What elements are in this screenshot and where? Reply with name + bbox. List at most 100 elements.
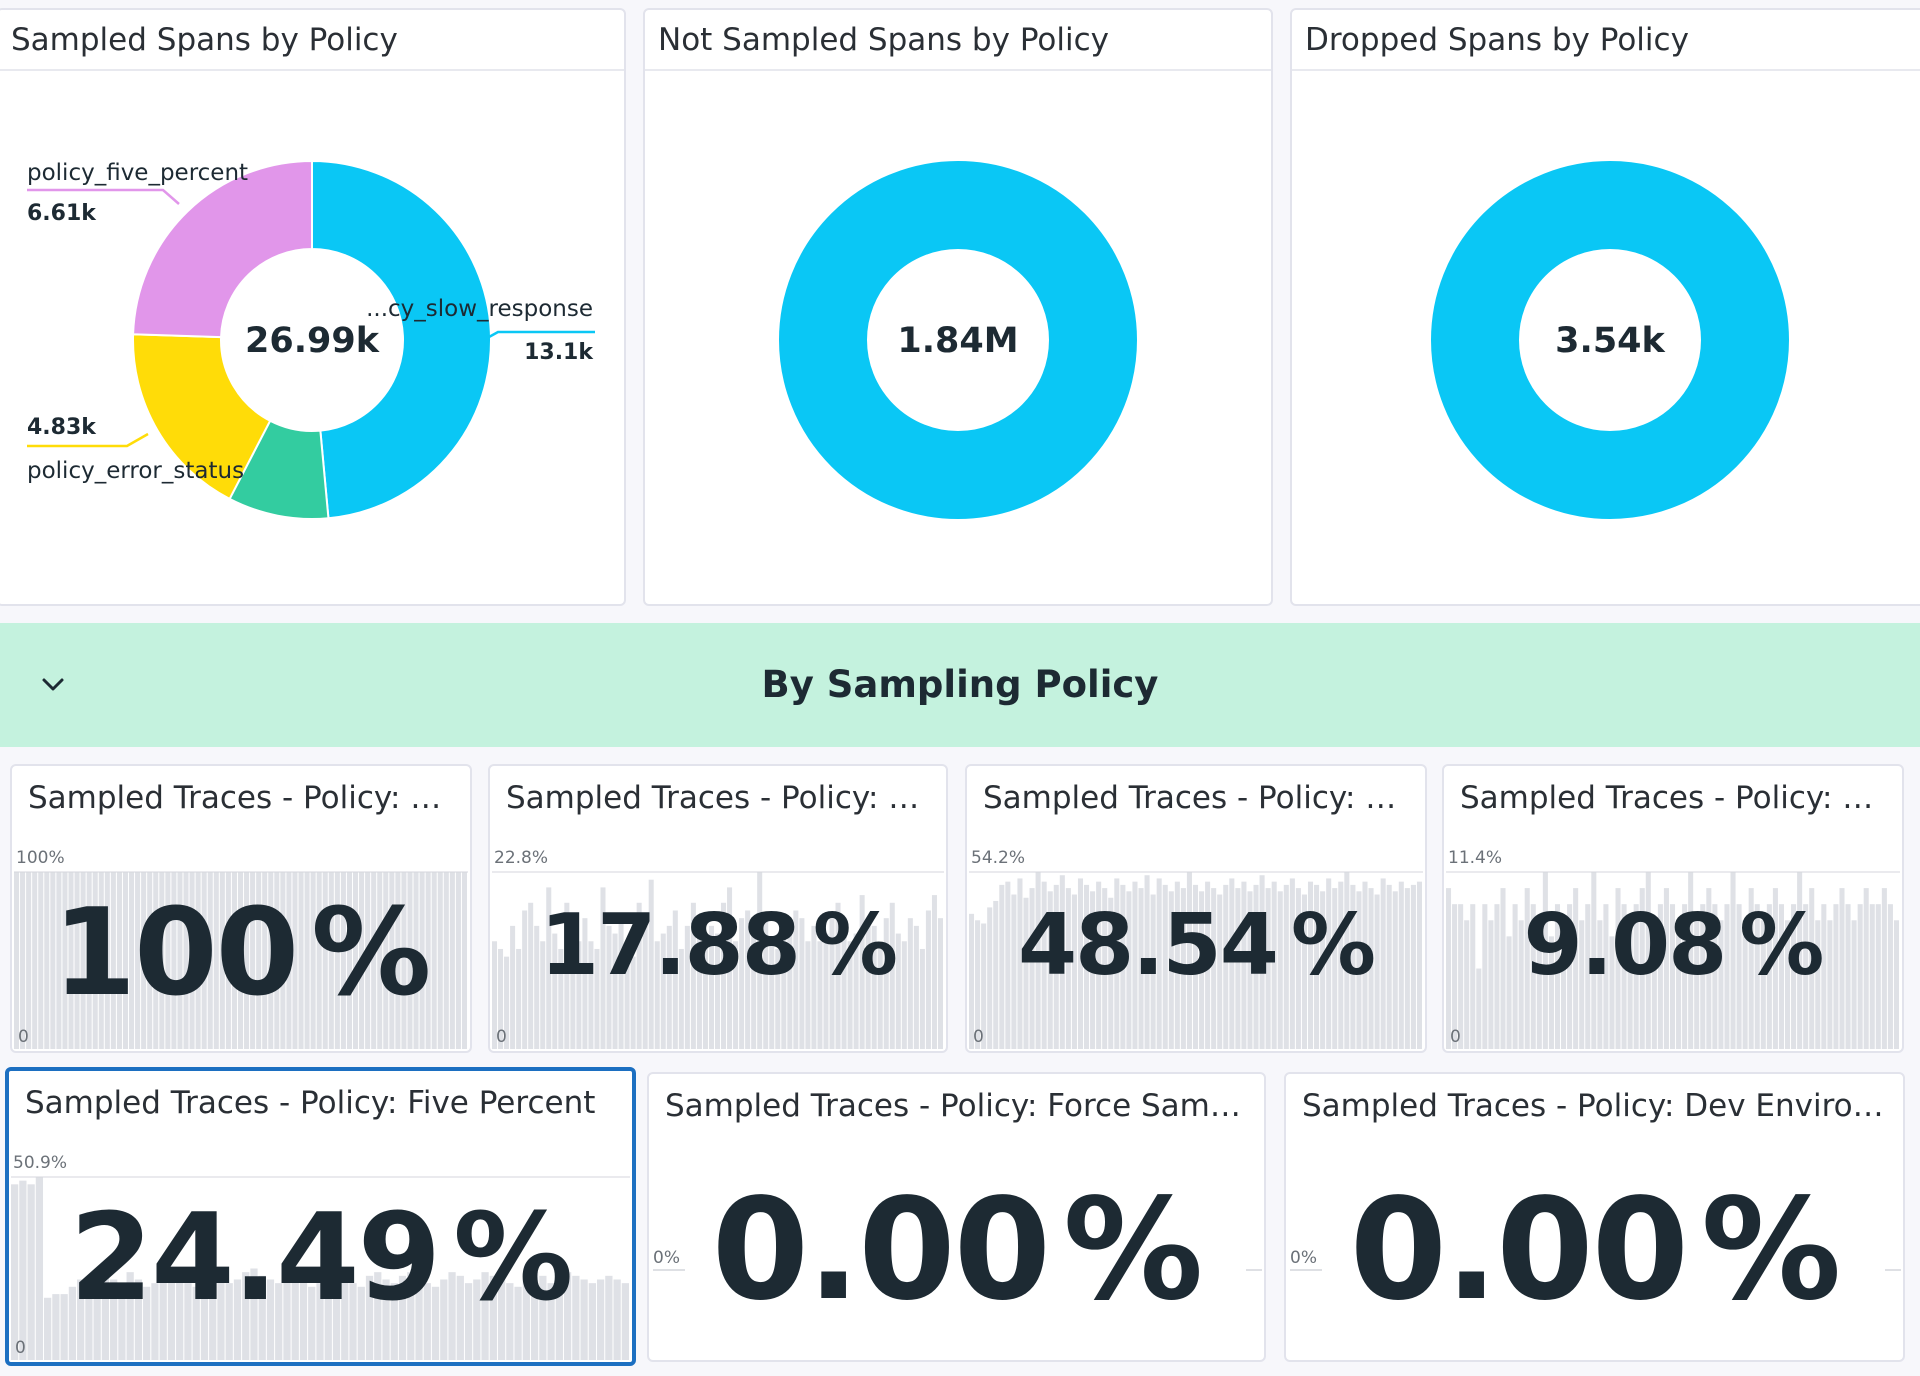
sparkline-bar	[1494, 904, 1500, 1049]
sparkline-bar	[256, 872, 262, 1049]
sparkline-bar	[176, 1279, 184, 1360]
sparkline-bar	[44, 1297, 52, 1360]
sparkline-bar	[1096, 881, 1102, 1049]
sparkline-bar	[981, 923, 987, 1049]
query-value-tile[interactable]: Sampled Traces - Policy: Slo... 54.2% 0 48.…	[965, 764, 1427, 1053]
sparkline-bar	[1114, 878, 1120, 1049]
sparkline-bar	[233, 1279, 242, 1360]
sparkline-bar	[1217, 894, 1223, 1049]
tile-unit: %	[1290, 896, 1376, 995]
sparkline-bar	[242, 1272, 250, 1360]
sparkline-bar	[134, 1279, 143, 1360]
sparkline-bar	[1742, 920, 1748, 1049]
sparkline-bar	[605, 1275, 613, 1360]
sparkline-bar	[510, 925, 516, 1049]
sparkline-bar	[1205, 881, 1211, 1049]
sparkline-bar	[332, 1272, 341, 1360]
sparkline-bar	[769, 941, 775, 1049]
sparkline-bar	[745, 910, 751, 1049]
sparkline-bar	[80, 872, 86, 1049]
axis-max-label: 22.8%	[494, 848, 549, 868]
sparkline-bar	[654, 941, 660, 1049]
query-value-tile[interactable]: Sampled Traces - Policy: Dev Environme..…	[1284, 1072, 1905, 1362]
sparkline-bar	[1464, 920, 1470, 1049]
sparkline-bar	[678, 948, 684, 1049]
sparkline-bar	[219, 872, 225, 1049]
query-value-tile[interactable]: Sampled Traces - Policy: Dro... 100% 0 100%	[10, 764, 472, 1053]
sparkline-bar	[1138, 888, 1144, 1049]
sparkline-bar	[642, 925, 648, 1049]
slice-value: 13.1k	[524, 340, 594, 365]
sparkline-bar	[1295, 888, 1301, 1049]
sparkline-bar	[1554, 904, 1561, 1049]
query-value-tile[interactable]: Sampled Traces - Policy: Force Sampling 0…	[647, 1072, 1266, 1362]
sparkline-bar	[1772, 888, 1778, 1049]
sparkline-bar	[1077, 878, 1084, 1049]
sparkline-bar	[1887, 904, 1893, 1049]
donut-card-not-sampled[interactable]: Not Sampled Spans by Policy 1.84M	[643, 8, 1273, 606]
sparkline-bar	[357, 1286, 365, 1360]
chevron-down-icon[interactable]	[38, 669, 68, 699]
query-value-tile[interactable]: Sampled Traces - Policy: Hea... 11.4% 0 9.0…	[1442, 764, 1904, 1053]
sparkline-bar	[1108, 897, 1114, 1049]
sparkline-bar	[1754, 904, 1760, 1049]
sparkline-bar	[1561, 920, 1567, 1049]
sparkline-bar	[1023, 897, 1029, 1049]
donut-slice[interactable]	[779, 161, 1137, 519]
sparkline-bar	[1047, 891, 1053, 1049]
sparkline-bar	[563, 1272, 572, 1360]
sparkline-bar	[1326, 878, 1332, 1049]
donut-chart: 1.84M	[779, 161, 1137, 519]
sparkline-bar	[159, 1275, 167, 1360]
sparkline-bar	[871, 925, 877, 1049]
slice-label: policy_error_status	[27, 458, 244, 484]
tile-value: 48.54%	[967, 896, 1425, 995]
sparkline-bar	[1567, 904, 1573, 1049]
sparkline-bar	[1404, 888, 1410, 1049]
sparkline-bar	[68, 872, 74, 1049]
sparkline-bar	[572, 1275, 580, 1360]
sparkline-bar	[1041, 881, 1047, 1049]
sparkline-bar	[829, 918, 835, 1049]
sparkline-bar	[443, 872, 449, 1049]
sparkline-bar	[407, 872, 413, 1049]
sparkline-bar	[1857, 904, 1863, 1049]
tile-value: 100%	[12, 884, 470, 1023]
section-header[interactable]: By Sampling Policy	[0, 623, 1920, 747]
query-value-tile[interactable]: Sampled Traces - Policy: Five Percent 50.…	[5, 1067, 636, 1366]
axis-max-label: 50.9%	[13, 1153, 68, 1173]
sparkline-bar	[1084, 884, 1090, 1049]
donut-slice[interactable]	[311, 159, 492, 520]
sparkline-bar	[448, 1272, 456, 1360]
sparkline-bar	[129, 872, 135, 1049]
donut-slice[interactable]	[132, 159, 313, 339]
sparkline-bar	[1730, 872, 1736, 1049]
sparkline-bar	[1362, 881, 1368, 1049]
query-value-tile[interactable]: Sampled Traces - Policy: Erro... 22.8% 0 17…	[488, 764, 948, 1053]
donut-card-sampled[interactable]: Sampled Spans by Policy 26.99k ...cy_slow…	[0, 8, 626, 606]
sparkline-bar	[498, 948, 504, 1049]
axis-min-label: 0	[15, 1338, 26, 1358]
sparkline-bar	[250, 1268, 258, 1360]
sparkline-bar	[340, 872, 346, 1049]
sparkline-bar	[143, 1286, 151, 1360]
sparkline-bar	[1694, 920, 1700, 1049]
sparkline-bar	[621, 1283, 629, 1360]
sparkline-bar	[1488, 920, 1494, 1049]
sparkline-bar	[630, 956, 636, 1049]
sparkline-bar	[514, 1286, 522, 1360]
sparkline-bar	[1821, 904, 1827, 1049]
sparkline-bar	[1199, 891, 1205, 1049]
sparkline-bar	[1688, 872, 1694, 1049]
sparkline-bar	[93, 1272, 101, 1360]
sparkline-bar	[1253, 884, 1259, 1049]
sparkline-bar	[456, 1275, 464, 1360]
sparkline-bar	[1536, 920, 1542, 1049]
sparkline-bar	[1851, 920, 1857, 1049]
sparkline-bar	[1615, 888, 1621, 1049]
sparkline-bar	[1500, 888, 1506, 1049]
donut-slice[interactable]	[132, 333, 272, 501]
donut-slice[interactable]	[1431, 161, 1789, 519]
sparkline-bar	[1289, 878, 1295, 1049]
donut-card-dropped[interactable]: Dropped Spans by Policy 3.54k	[1290, 8, 1920, 606]
